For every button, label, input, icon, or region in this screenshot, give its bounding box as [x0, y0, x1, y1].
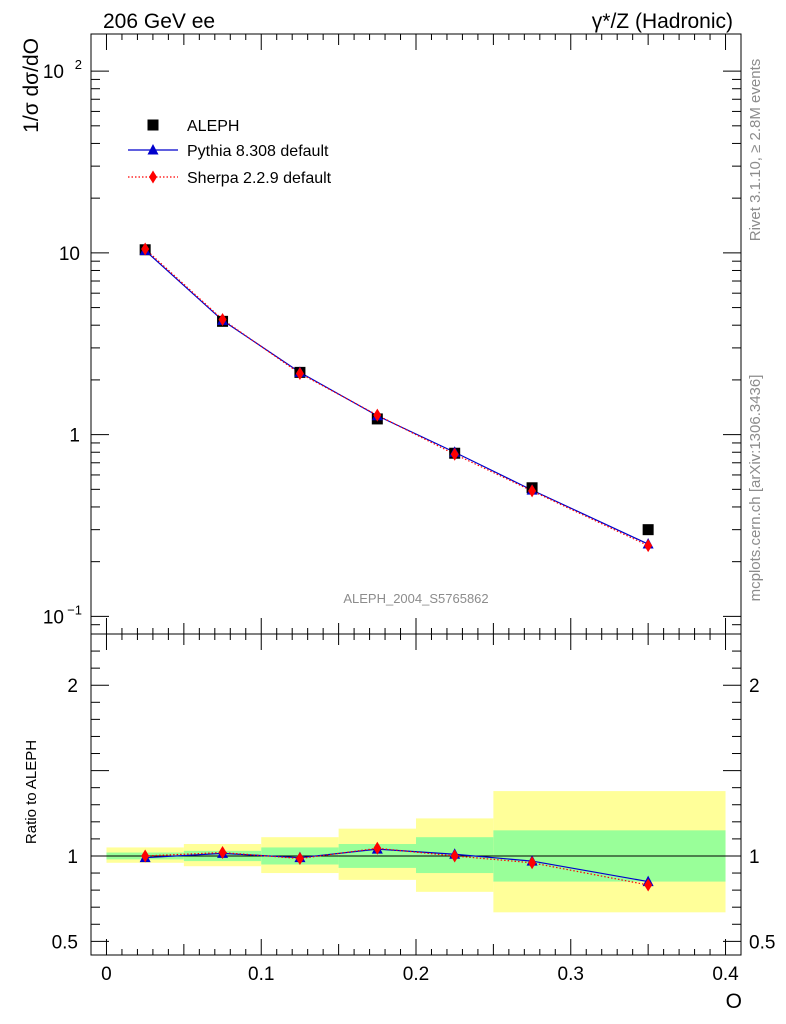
sherpa-2-2-9-default-ratio-point	[218, 846, 227, 860]
ratio-y-tick-label-right: 2	[749, 676, 760, 697]
x-tick-label: 0.4	[712, 964, 739, 985]
legend-aleph-marker	[147, 119, 159, 131]
rivet-label: Rivet 3.1.10, ≥ 2.8M events	[747, 59, 764, 242]
sherpa-2-2-9-default-point	[295, 366, 304, 380]
sherpa-2-2-9-default-point	[644, 539, 653, 553]
header-left: 206 GeV ee	[103, 10, 215, 33]
sherpa-2-2-9-default-point	[450, 447, 459, 461]
y-tick-label: 10	[59, 244, 80, 265]
source-label: mcplots.cern.ch [arXiv:1306.3436]	[747, 375, 764, 602]
y-tick-label: 10	[43, 607, 64, 628]
sherpa-2-2-9-default-ratio-point	[373, 841, 382, 855]
x-tick-label: 0.2	[403, 964, 429, 985]
analysis-watermark: ALEPH_2004_S5765862	[343, 591, 488, 606]
pythia-8-308-default-line	[144, 250, 649, 545]
y-tick-label-exponent: 2	[75, 57, 82, 72]
sherpa-2-2-9-default-line	[144, 248, 649, 547]
sherpa-2-2-9-default-point	[373, 408, 382, 422]
ratio-y-tick-label-right: 0.5	[749, 932, 775, 953]
legend-aleph-label: ALEPH	[187, 118, 239, 135]
x-axis-title: O	[726, 990, 742, 1013]
y-tick-label: 10	[43, 62, 64, 83]
main-series-group	[139, 242, 654, 553]
ratio-y-tick-label-right: 1	[749, 847, 760, 868]
sherpa-2-2-9-default-point	[141, 242, 150, 256]
sherpa-2-2-9-default-ratio-point	[528, 856, 537, 870]
sherpa-2-2-9-default-ratio-point	[450, 849, 459, 863]
sherpa-2-2-9-default-ratio-point	[644, 878, 653, 892]
ratio-y-tick-label-left: 1	[67, 847, 78, 868]
ratio-series-group	[139, 841, 654, 892]
legend-pythia-8-308-default-label: Pythia 8.308 default	[187, 143, 329, 160]
legend-sherpa-2-2-9-default-label: Sherpa 2.2.9 default	[187, 170, 332, 187]
sherpa-2-2-9-default-point	[528, 484, 537, 498]
sherpa-2-2-9-default-point	[218, 312, 227, 326]
y-tick-label-exponent: −1	[67, 602, 82, 617]
sherpa-2-2-9-default-ratio-point	[295, 852, 304, 866]
main-y-axis-title: 1/σ dσ/dO	[20, 38, 43, 133]
ratio-y-tick-label-left: 0.5	[52, 932, 78, 953]
ratio-y-tick-label-left: 2	[67, 676, 78, 697]
legend-sherpa-2-2-9-default-marker	[149, 170, 157, 184]
x-tick-label: 0	[101, 964, 112, 985]
y-tick-label: 1	[69, 426, 80, 447]
header-right: γ*/Z (Hadronic)	[592, 10, 733, 33]
legend: ALEPH Pythia 8.308 default Sherpa 2.2.9 de…	[128, 118, 332, 187]
aleph-point	[642, 524, 654, 536]
x-tick-label: 0.3	[558, 964, 584, 985]
x-tick-label: 0.1	[248, 964, 274, 985]
legend-pythia-8-308-default-marker	[147, 144, 159, 155]
sherpa-2-2-9-default-ratio-point	[141, 849, 150, 863]
ratio-y-axis-title: Ratio to ALEPH	[23, 740, 40, 844]
